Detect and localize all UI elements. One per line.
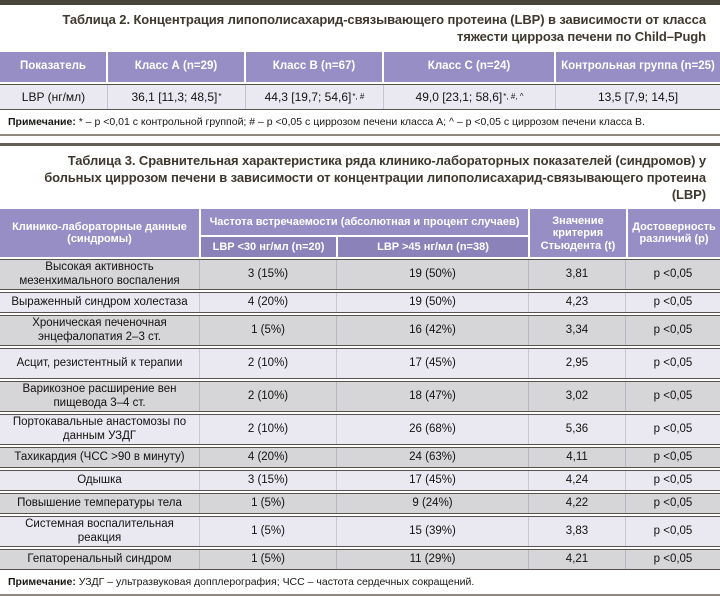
table3-header-lbp45: LBP >45 нг/мл (n=38) (338, 237, 528, 258)
p-value: р <0,05 (653, 474, 693, 487)
table3-header-syndromes: Клинико-лабораторные данные (синдромы) (0, 209, 199, 258)
table-row: Системная воспалительная реакция 1 (5%) … (0, 516, 720, 548)
t-value: 4,11 (529, 448, 626, 468)
t-value: 4,24 (529, 471, 626, 491)
lbp30-value: 4 (20%) (200, 448, 337, 468)
table3-header-frequency-group: Частота встречаемости (абсолютная и проц… (201, 209, 528, 236)
table3-header: Клинико-лабораторные данные (синдромы) Ч… (0, 209, 720, 258)
t-value: 3,02 (529, 382, 626, 412)
table2-header-control-group: Контрольная группа (n=25) (556, 51, 720, 82)
lbp30-value: 1 (5%) (200, 550, 337, 570)
table3-header-significance: Достоверность различий (р) (628, 209, 720, 258)
p-value: р <0,05 (653, 423, 693, 436)
lbp45-value: 17 (45%) (337, 471, 529, 491)
lbp-row-label: LBP (нг/мл) (0, 84, 108, 109)
lbp45-value: 19 (50%) (337, 293, 529, 313)
t-value: 5,36 (529, 415, 626, 445)
table-row: Варикозное расширение вен пищевода 3–4 с… (0, 381, 720, 413)
p-value: р <0,05 (653, 525, 693, 538)
syndrome-name: Выраженный синдром холестаза (0, 293, 200, 313)
table3-header-student-t: Значение критерия Стьюдента (t) (530, 209, 626, 258)
table3-caption: Таблица 3. Сравнительная характеристика … (44, 152, 706, 202)
footnote-label: Примечание: (8, 576, 76, 589)
table-row: Портокавальные анастомозы по данным УЗДГ… (0, 414, 720, 446)
value-text: 44,3 [19,7; 54,6] (264, 89, 352, 104)
p-value: р <0,05 (653, 296, 693, 309)
lbp30-value: 1 (5%) (200, 316, 337, 346)
table-row: Одышка 3 (15%) 17 (45%) 4,24 р <0,05 (0, 470, 720, 492)
syndrome-name: Хроническая печеночная энцефалопатия 2–3… (0, 316, 200, 346)
lbp45-value: 19 (50%) (337, 260, 529, 290)
p-value: р <0,05 (653, 390, 693, 403)
lbp45-value: 15 (39%) (337, 517, 529, 547)
footnote-label: Примечание: (8, 115, 76, 128)
footnote-text: УЗДГ – ультразвуковая допплерография; ЧС… (75, 576, 475, 589)
lbp45-value: 17 (45%) (337, 349, 529, 379)
table2-footnote: Примечание: * – р <0,01 с контрольной гр… (0, 110, 720, 134)
syndrome-name: Варикозное расширение вен пищевода 3–4 с… (0, 382, 200, 412)
lbp30-value: 3 (15%) (200, 471, 337, 491)
control-group-value: 13,5 [7,9; 14,5] (597, 89, 679, 104)
t-value: 4,21 (529, 550, 626, 570)
lbp45-value: 16 (42%) (337, 316, 529, 346)
class-a-value: 36,1 [11,3; 48,5] * (108, 84, 246, 109)
table3-body: Высокая активность мезенхимального воспа… (0, 259, 720, 571)
t-value: 3,81 (529, 260, 626, 290)
value-text: 36,1 [11,3; 48,5] (131, 89, 218, 104)
table-row: Повышение температуры тела 1 (5%) 9 (24%… (0, 493, 720, 515)
table2-section: Таблица 2. Концентрация липополисахарид-… (0, 0, 720, 136)
table-row: Гепаторенальный синдром 1 (5%) 11 (29%) … (0, 549, 720, 571)
table3-footnote: Примечание: УЗДГ – ультразвуковая доппле… (0, 570, 720, 594)
t-value: 2,95 (529, 349, 626, 379)
t-value: 3,83 (529, 517, 626, 547)
class-c-value: 49,0 [23,1; 58,6] *, #, ^ (384, 84, 556, 109)
p-value: р <0,05 (653, 497, 693, 510)
table2-header-class-a: Класс А (n=29) (108, 51, 244, 82)
lbp30-value: 1 (5%) (200, 517, 337, 547)
lbp45-value: 18 (47%) (337, 382, 529, 412)
table3-header-lbp30: LBP <30 нг/мл (n=20) (201, 237, 336, 258)
table-row: Тахикардия (ЧСС >90 в минуту) 4 (20%) 24… (0, 447, 720, 469)
table-row: Хроническая печеночная энцефалопатия 2–3… (0, 315, 720, 347)
value-text: 49,0 [23,1; 58,6] (415, 89, 503, 104)
lbp30-value: 1 (5%) (200, 494, 337, 514)
table2-caption: Таблица 2. Концентрация липополисахарид-… (62, 12, 706, 44)
lbp45-value: 11 (29%) (337, 550, 529, 570)
syndrome-name: Системная воспалительная реакция (0, 517, 200, 547)
table-row: Высокая активность мезенхимального воспа… (0, 259, 720, 291)
syndrome-name: Высокая активность мезенхимального воспа… (0, 260, 200, 290)
table3-section: Таблица 3. Сравнительная характеристика … (0, 142, 720, 596)
lbp30-value: 3 (15%) (200, 260, 337, 290)
lbp45-value: 9 (24%) (337, 494, 529, 514)
lbp30-value: 2 (10%) (200, 415, 337, 445)
table-row: Выраженный синдром холестаза 4 (20%) 19 … (0, 292, 720, 314)
p-value: р <0,05 (653, 324, 693, 337)
lbp45-value: 24 (63%) (337, 448, 529, 468)
footnote-text: * – р <0,01 с контрольной группой; # – р… (75, 115, 645, 128)
p-value: р <0,05 (653, 451, 693, 464)
lbp45-value: 26 (68%) (337, 415, 529, 445)
syndrome-name: Портокавальные анастомозы по данным УЗДГ (0, 415, 200, 445)
class-b-value: 44,3 [19,7; 54,6] *, # (246, 84, 384, 109)
table2-header-indicator: Показатель (0, 51, 106, 82)
syndrome-name: Тахикардия (ЧСС >90 в минуту) (0, 448, 200, 468)
syndrome-name: Гепаторенальный синдром (0, 550, 200, 570)
t-value: 4,23 (529, 293, 626, 313)
p-value: р <0,05 (653, 357, 693, 370)
lbp30-value: 2 (10%) (200, 349, 337, 379)
lbp30-value: 2 (10%) (200, 382, 337, 412)
syndrome-name: Асцит, резистентный к терапии (0, 349, 200, 379)
table-row: Асцит, резистентный к терапии 2 (10%) 17… (0, 348, 720, 380)
syndrome-name: Повышение температуры тела (0, 494, 200, 514)
table2-data-row: LBP (нг/мл) 36,1 [11,3; 48,5] * 44,3 [19,… (0, 83, 720, 110)
p-value: р <0,05 (653, 553, 693, 566)
p-value: р <0,05 (653, 268, 693, 281)
t-value: 4,22 (529, 494, 626, 514)
t-value: 3,34 (529, 316, 626, 346)
table2-header-row: Показатель Класс А (n=29) Класс В (n=67)… (0, 51, 720, 82)
syndrome-name: Одышка (0, 471, 200, 491)
lbp30-value: 4 (20%) (200, 293, 337, 313)
table2-header-class-b: Класс В (n=67) (246, 51, 382, 82)
table2-header-class-c: Класс С (n=24) (384, 51, 554, 82)
